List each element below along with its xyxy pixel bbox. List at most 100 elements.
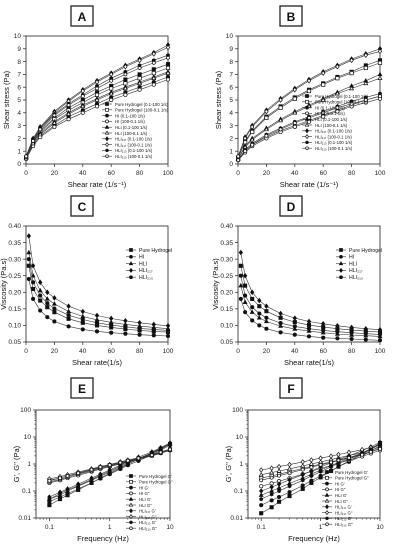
- x-axis-label: Shear rate (1/s⁻¹): [68, 180, 127, 189]
- data-point: [300, 467, 305, 472]
- data-point: [292, 110, 298, 115]
- data-point: [94, 329, 100, 334]
- legend-label: HLI G': [335, 493, 347, 498]
- legend-label: HLI₂₁₇ (0.1-100 1/s): [115, 137, 152, 142]
- data-point: [31, 280, 36, 285]
- x-tick-label: 80: [136, 170, 144, 177]
- data-point: [306, 318, 312, 325]
- series-line: [28, 252, 169, 329]
- data-point: [65, 473, 70, 479]
- x-axis-label: Frequency (Hz): [77, 534, 129, 543]
- y-tick-label: 0.40: [8, 223, 21, 230]
- data-point: [31, 138, 35, 144]
- data-point: [66, 117, 71, 122]
- legend-label: Pure Hydrogel G'': [139, 480, 173, 485]
- data-point: [259, 511, 264, 516]
- data-point: [51, 120, 57, 125]
- data-point: [300, 471, 305, 478]
- y-tick-label: 1: [27, 461, 31, 468]
- panel-e: E 0.1 1 10 0.01 0.1 1 10 100 Frequency (Hz) G', G'…: [12, 377, 174, 543]
- data-point: [307, 115, 311, 120]
- data-point: [287, 490, 292, 495]
- data-point: [264, 108, 269, 115]
- y-tick-label: 1: [239, 461, 243, 468]
- data-point: [47, 496, 52, 502]
- data-point: [363, 325, 368, 332]
- x-tick-label: 100: [163, 348, 174, 355]
- series-1: [238, 296, 383, 343]
- data-point: [258, 492, 264, 497]
- series-8: [47, 441, 172, 502]
- data-point: [258, 471, 264, 477]
- y-tick-label: 0.30: [8, 256, 21, 263]
- data-point: [309, 465, 314, 470]
- y-tick-label: 7: [229, 72, 233, 79]
- panel-d: D 0 20 40 60 80 100 0.05 0.10 0.15 0.20 0.25 0.30 0.3…: [211, 195, 386, 367]
- data-point: [168, 447, 172, 452]
- y-axis-label: G', G'' (Pa): [12, 445, 21, 482]
- legend-marker: [105, 119, 109, 124]
- y-tick-label: 0.25: [8, 273, 21, 280]
- series-line: [240, 252, 381, 330]
- panel-letter-box: [279, 195, 303, 217]
- data-point: [94, 104, 100, 109]
- y-tick-label: 5: [17, 97, 21, 104]
- data-point: [26, 249, 32, 255]
- x-tick-label: 20: [263, 348, 271, 355]
- y-tick-label: 0.15: [220, 306, 233, 313]
- legend-label: HI G': [335, 481, 345, 486]
- legend-marker: [129, 267, 133, 273]
- data-point: [47, 478, 52, 483]
- x-axis-label: Shear rate(1/s): [284, 358, 335, 367]
- data-point: [137, 319, 142, 326]
- x-tick-label: 100: [163, 170, 174, 177]
- data-point: [158, 450, 163, 455]
- data-point: [257, 304, 262, 309]
- series-1: [26, 276, 171, 339]
- data-point: [276, 468, 282, 473]
- y-tick-label: 0: [229, 161, 233, 168]
- data-point: [123, 63, 128, 70]
- legend-label: HLI G': [139, 497, 151, 502]
- data-point: [277, 494, 282, 500]
- legend-marker: [325, 516, 329, 521]
- legend-label: Pure Hydrogel: [349, 248, 382, 254]
- data-point: [51, 301, 57, 306]
- legend-marker: [129, 508, 133, 514]
- data-point: [277, 473, 281, 478]
- data-point: [94, 320, 100, 325]
- data-point: [335, 322, 340, 329]
- data-point: [80, 317, 85, 322]
- data-point: [45, 315, 50, 320]
- data-point: [168, 441, 172, 446]
- legend-label: HLI (0.1-100 1/s): [315, 117, 348, 122]
- data-point: [150, 452, 154, 458]
- data-point: [76, 483, 80, 488]
- panel-letter: A: [78, 10, 87, 24]
- x-tick-label: 60: [320, 348, 328, 355]
- data-point: [264, 303, 269, 309]
- data-point: [335, 105, 340, 110]
- data-point: [65, 487, 70, 493]
- x-axis-label: Shear rate(1/s): [72, 358, 123, 367]
- data-point: [137, 57, 142, 64]
- data-point: [44, 296, 50, 301]
- y-tick-label: 0.10: [220, 323, 233, 330]
- data-point: [123, 318, 128, 324]
- data-point: [335, 76, 340, 81]
- data-point: [37, 131, 43, 137]
- legend-label: HLI₂₁₀ (100-0.1 1/s): [315, 146, 353, 151]
- data-point: [80, 320, 85, 325]
- y-tick-label: 8: [17, 59, 21, 66]
- data-point: [243, 149, 247, 154]
- legend-label: Pure Hydrogel G': [139, 474, 172, 479]
- data-point: [249, 309, 255, 314]
- data-point: [277, 488, 281, 494]
- y-tick-label: 9: [229, 46, 233, 53]
- legend-label: Pure Hydrogel G': [335, 470, 368, 475]
- legend-label: Pure Hydrogel (100-0.1 1/s): [315, 100, 369, 105]
- data-point: [137, 65, 142, 71]
- data-point: [250, 318, 255, 323]
- data-point: [165, 77, 171, 82]
- data-point: [278, 117, 284, 123]
